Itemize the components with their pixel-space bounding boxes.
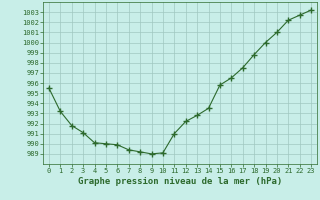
X-axis label: Graphe pression niveau de la mer (hPa): Graphe pression niveau de la mer (hPa) [78, 177, 282, 186]
